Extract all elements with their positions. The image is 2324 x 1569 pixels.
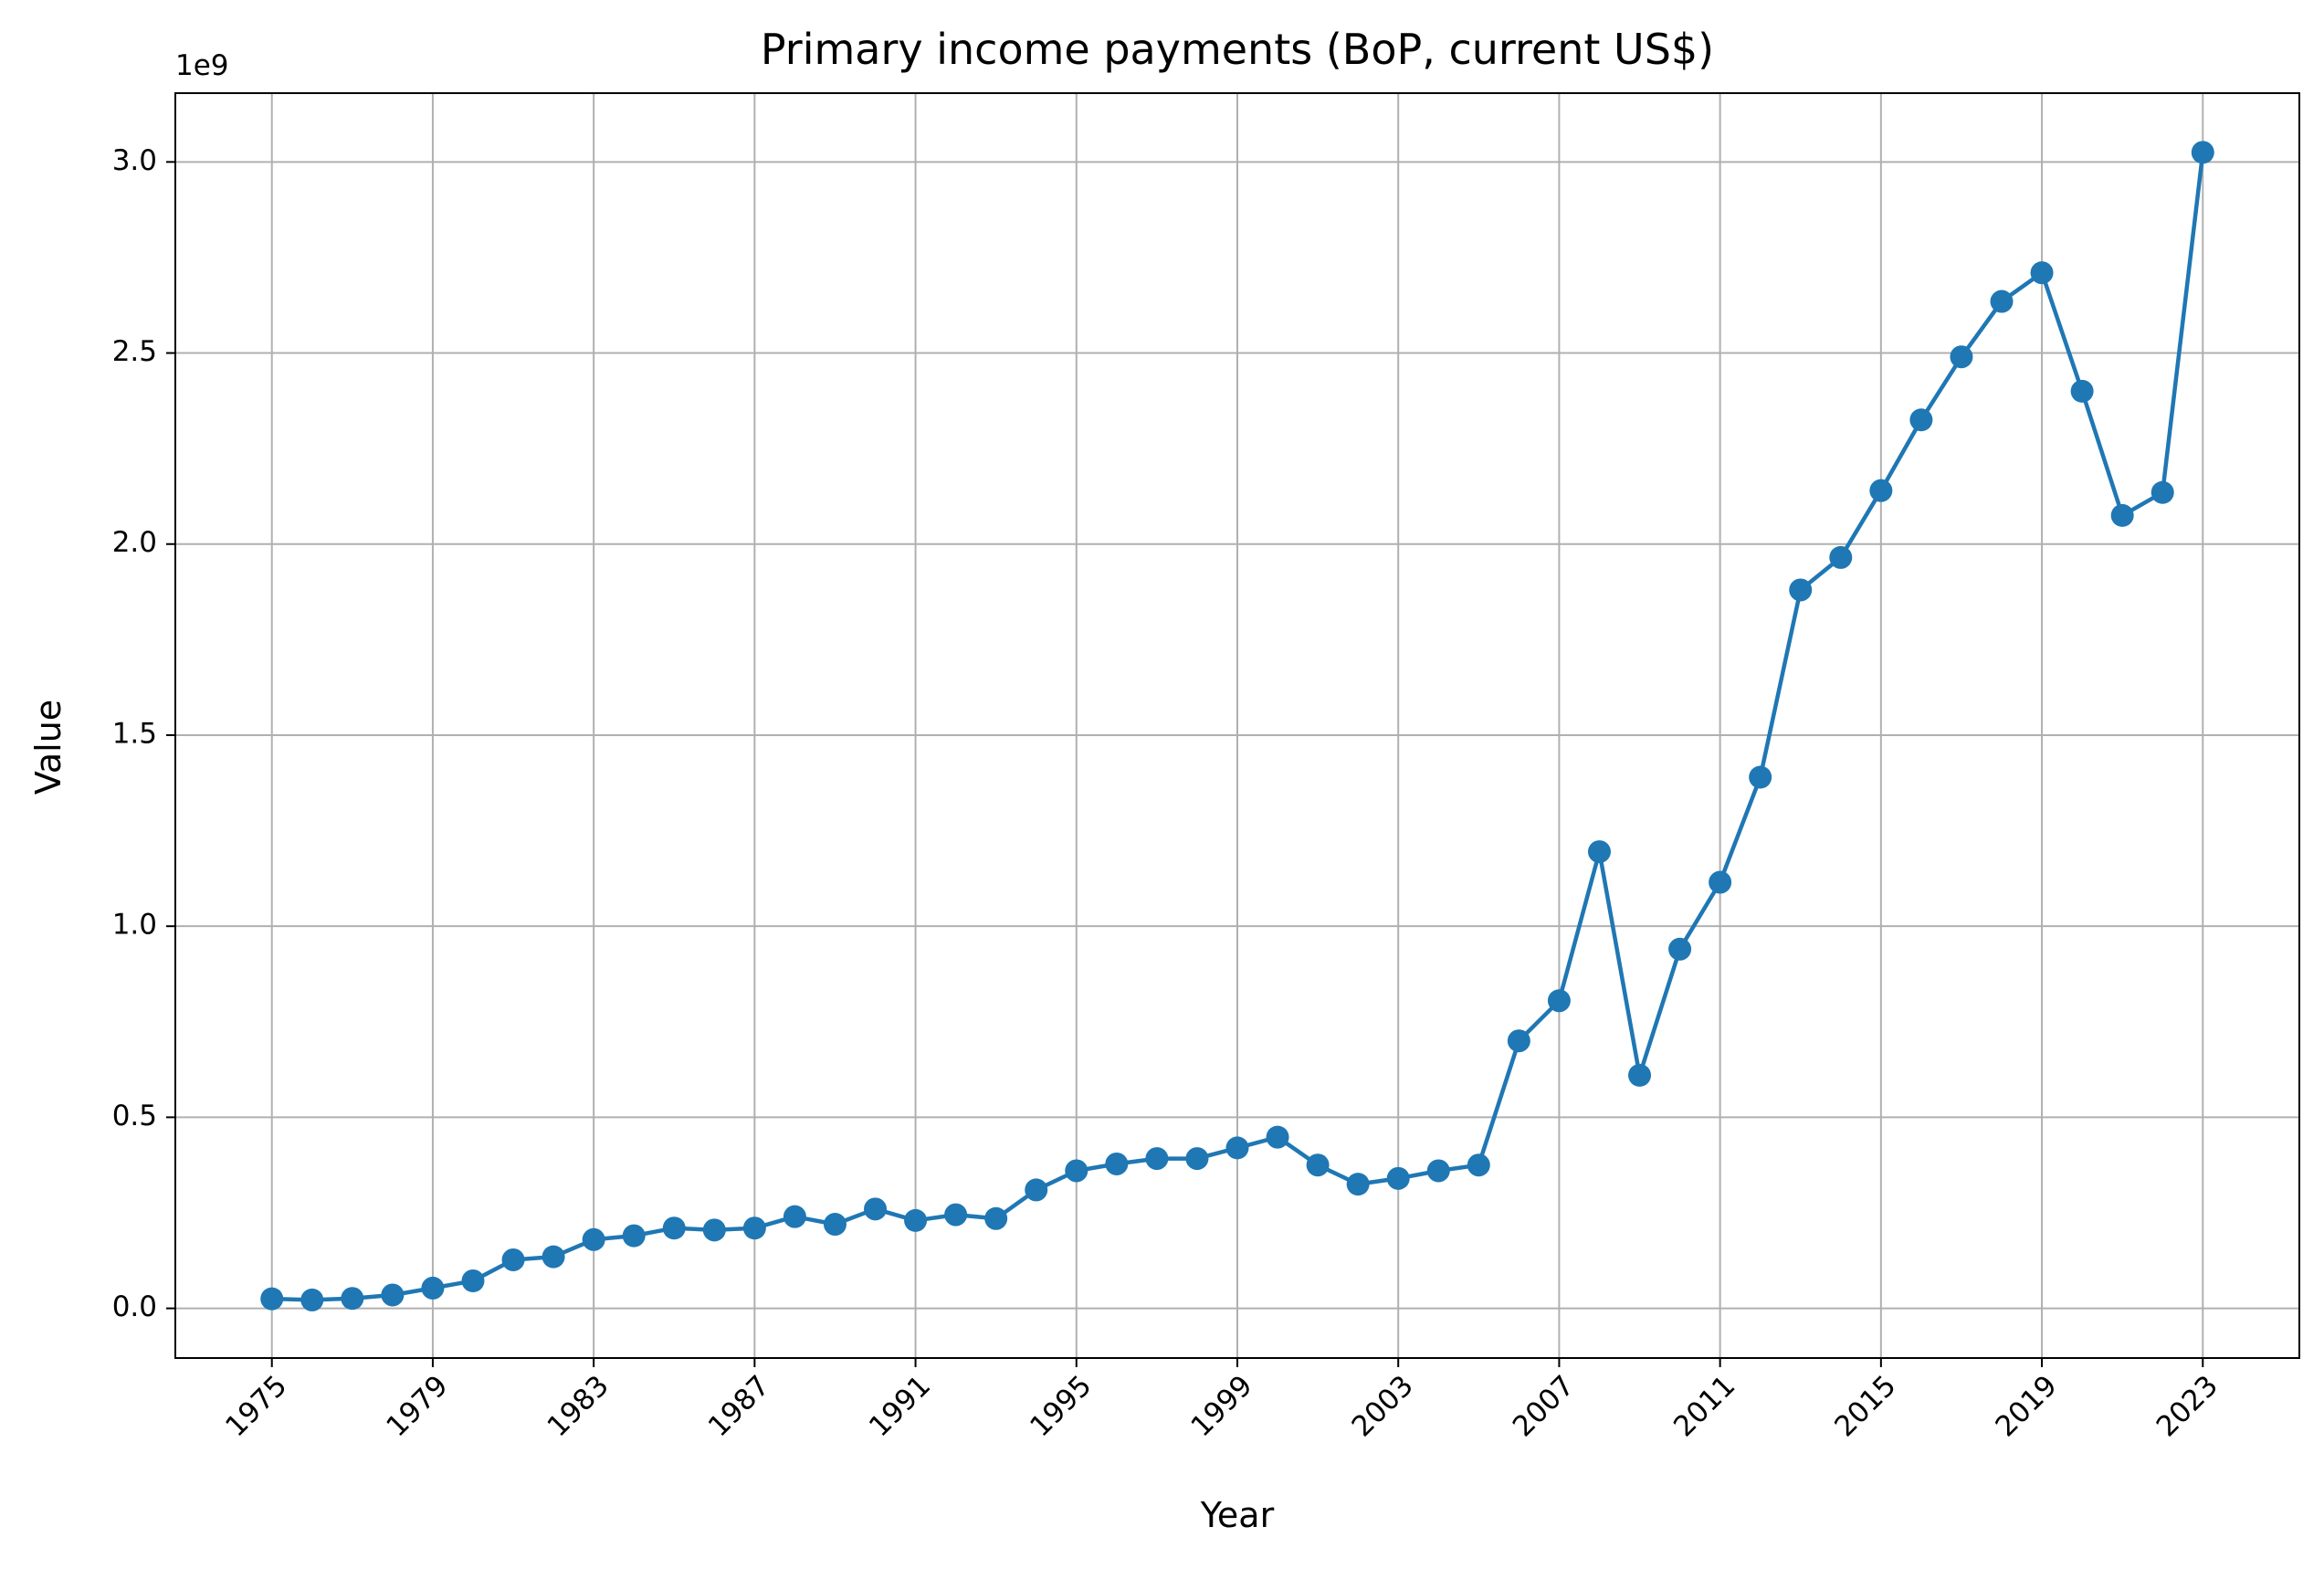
data-point [1547,989,1571,1013]
data-point [2070,379,2094,403]
y-tick-label: 3.0 [112,144,157,177]
data-point [582,1227,605,1251]
y-tick-label: 1.5 [112,717,157,750]
data-point [984,1206,1008,1230]
data-point [1266,1125,1289,1149]
data-point [1587,840,1611,864]
data-point [501,1248,525,1271]
data-point [421,1276,445,1300]
chart-title: Primary income payments (BoP, current US… [761,25,1714,74]
data-point [260,1287,284,1311]
data-point [1225,1136,1249,1160]
data-point [2110,503,2134,527]
data-point [1467,1153,1490,1177]
data-point [1749,765,1772,789]
data-point [1386,1166,1410,1190]
y-tick-label: 0.0 [112,1290,157,1323]
data-point [702,1218,726,1242]
data-point [1105,1152,1129,1175]
data-point [2150,480,2174,504]
data-point [341,1287,364,1311]
data-point [1668,937,1692,961]
data-point [1789,578,1813,602]
data-point [300,1288,324,1311]
y-axis-ticks: 0.0 0.5 1.0 1.5 2.0 2.5 3.0 [112,144,175,1323]
data-point [2030,261,2054,285]
data-point [1065,1159,1088,1183]
y-tick-label: 2.0 [112,526,157,559]
data-point [783,1205,806,1228]
y-axis-label: Value [28,700,68,795]
y-axis-offset-label: 1e9 [175,49,229,82]
data-point [1346,1173,1370,1196]
data-point [742,1216,766,1240]
data-point [904,1208,928,1232]
grid-lines [175,93,2299,1358]
data-point [2191,141,2214,164]
data-point [542,1245,565,1269]
data-point [823,1213,847,1237]
data-point [1628,1063,1652,1087]
data-point [1909,408,1933,432]
data-point [1869,479,1893,502]
y-tick-label: 1.0 [112,909,157,942]
data-point [1426,1159,1450,1183]
y-tick-label: 2.5 [112,335,157,368]
x-axis-label: Year [1200,1495,1275,1535]
y-tick-label: 0.5 [112,1100,157,1132]
data-point [622,1224,646,1248]
data-point [1306,1153,1330,1177]
data-point [1950,345,1973,369]
data-point [1145,1147,1169,1171]
data-point [1185,1147,1209,1171]
data-point [381,1283,405,1307]
data-point [944,1203,968,1227]
data-point [1025,1178,1048,1202]
data-point [461,1269,485,1292]
data-point [864,1197,888,1221]
data-series [260,141,2214,1311]
data-point [662,1216,686,1240]
data-point [1990,290,2014,313]
data-point [1829,545,1853,569]
data-point [1507,1029,1530,1053]
data-point [1709,870,1732,894]
